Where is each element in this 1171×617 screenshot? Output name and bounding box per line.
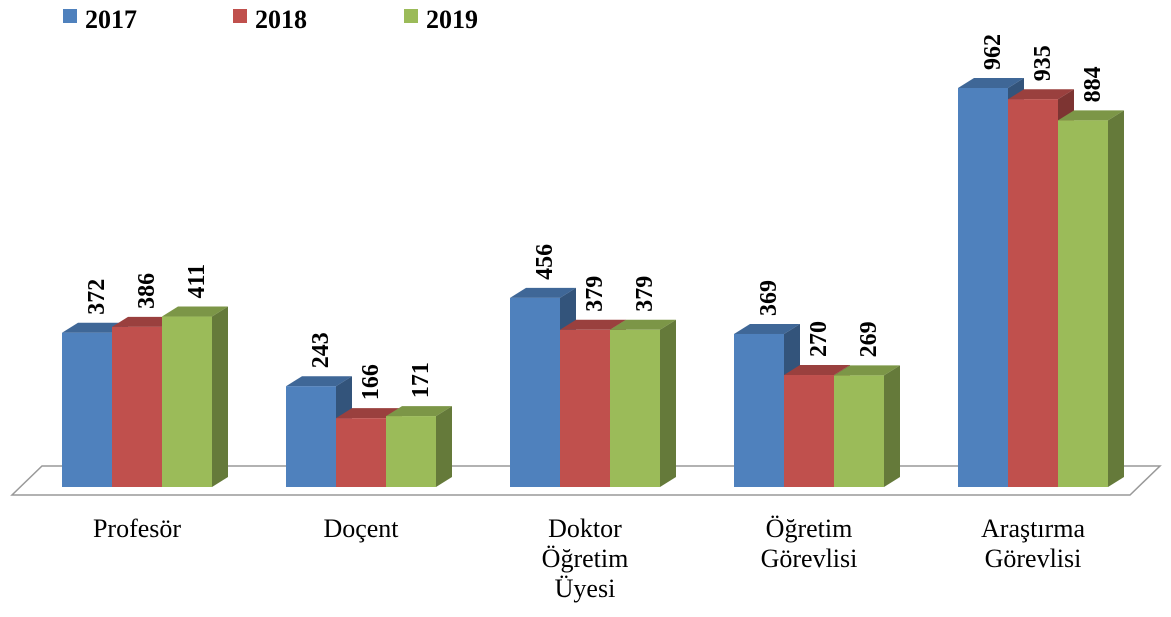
bar — [834, 365, 900, 487]
data-label: 171 — [408, 362, 434, 398]
data-label: 372 — [84, 279, 110, 315]
bar-top — [784, 365, 850, 376]
bar-top — [958, 78, 1024, 88]
bar-top — [834, 365, 900, 376]
data-label: 270 — [806, 321, 832, 357]
bar-top — [560, 319, 626, 330]
bar-side — [884, 365, 900, 487]
x-tick-label: Öğretim Görevlisi — [760, 514, 858, 573]
bar-top — [1058, 110, 1124, 121]
bar-front — [286, 386, 336, 487]
data-label: 269 — [856, 321, 882, 357]
bar-front — [1008, 99, 1058, 487]
data-label: 166 — [358, 364, 384, 400]
x-tick-label: Profesör — [92, 514, 182, 543]
data-label: 386 — [134, 273, 160, 309]
bar-front — [62, 332, 112, 487]
legend-swatch — [233, 9, 247, 23]
legend-swatch — [404, 9, 418, 23]
legend-label: 2019 — [426, 5, 478, 34]
bar-top — [336, 408, 402, 419]
bar-front — [162, 316, 212, 487]
data-label: 935 — [1030, 45, 1056, 81]
bar-front — [784, 375, 834, 487]
legend-swatch — [63, 9, 77, 23]
bar-front — [958, 88, 1008, 487]
data-label: 411 — [184, 264, 210, 299]
bar-top — [610, 319, 676, 330]
bar-top — [112, 316, 178, 327]
x-tick-label: Doktor Öğretim Üyesi — [541, 514, 629, 603]
data-label: 884 — [1080, 66, 1106, 102]
bar-top — [734, 323, 800, 334]
bar-side — [212, 306, 228, 487]
data-label: 456 — [532, 244, 558, 280]
data-label: 243 — [308, 332, 334, 368]
data-label: 379 — [632, 276, 658, 312]
bar-front — [386, 416, 436, 487]
bar-top — [286, 376, 352, 387]
legend-label: 2017 — [85, 5, 137, 34]
bar-side — [1108, 110, 1124, 487]
bar-front — [112, 326, 162, 487]
x-tick-label: Doçent — [323, 514, 399, 543]
bar-side — [436, 406, 452, 487]
bar — [610, 319, 676, 487]
bar-side — [660, 319, 676, 487]
bar-front — [1058, 120, 1108, 487]
bar-front — [560, 329, 610, 487]
bar-front — [834, 375, 884, 487]
bar-front — [510, 297, 560, 487]
bar-front — [734, 333, 784, 487]
bar-top — [162, 306, 228, 317]
x-tick-label: Araştırma Görevlisi — [981, 514, 1085, 573]
data-label: 379 — [582, 276, 608, 312]
bar — [386, 406, 452, 487]
bar-front — [336, 418, 386, 487]
bar-top — [386, 406, 452, 417]
data-label: 962 — [980, 34, 1006, 70]
bar-front — [610, 329, 660, 487]
data-label: 369 — [756, 280, 782, 316]
bar-top — [510, 287, 576, 298]
bar-top — [1008, 89, 1074, 100]
bar-top — [62, 322, 128, 333]
bar — [162, 306, 228, 487]
legend-label: 2018 — [255, 5, 307, 34]
bar — [1058, 110, 1124, 487]
